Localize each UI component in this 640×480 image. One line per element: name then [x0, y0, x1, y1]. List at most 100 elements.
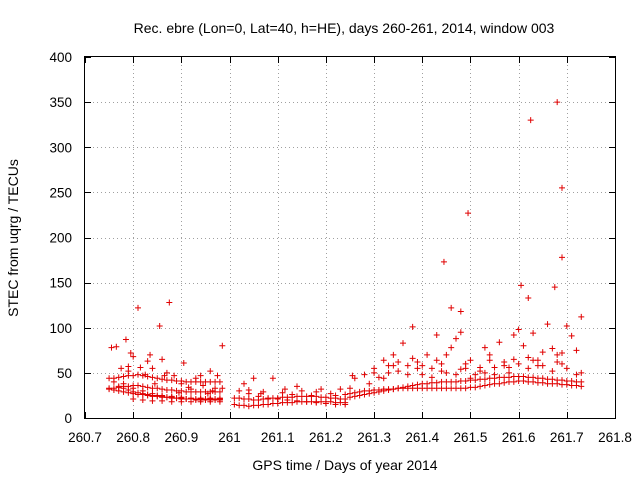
plot-frame [84, 56, 616, 419]
data-point [279, 389, 286, 396]
data-point [366, 380, 373, 387]
data-point [438, 368, 445, 375]
data-point [486, 381, 493, 388]
data-point [216, 388, 223, 395]
data-point [322, 400, 329, 407]
data-point [125, 363, 132, 370]
data-point [200, 382, 207, 389]
data-point [409, 382, 416, 389]
x-tick-label: 261.8 [598, 430, 632, 445]
data-point [127, 350, 134, 357]
data-point [168, 393, 175, 400]
data-point [453, 371, 459, 378]
y-tick-labels: 0 50 100 150 200 250 300 350 400 [49, 50, 72, 426]
data-point [313, 388, 320, 395]
data-point [515, 360, 522, 367]
data-point [178, 380, 185, 387]
data-point [149, 397, 156, 404]
data-point [481, 382, 488, 389]
data-point [115, 383, 122, 390]
data-point [236, 387, 243, 394]
data-point [395, 368, 402, 375]
data-point [568, 332, 575, 339]
axis-ticks [85, 57, 616, 419]
data-point [380, 375, 387, 382]
data-point [539, 349, 546, 356]
y-tick-label: 350 [49, 95, 72, 110]
data-point [578, 369, 585, 376]
data-point [342, 401, 349, 408]
data-point [118, 365, 125, 372]
data-point [204, 390, 211, 397]
data-point [554, 99, 561, 106]
data-point [578, 378, 585, 385]
data-point [135, 304, 141, 311]
y-tick-label: 100 [49, 321, 72, 336]
data-point [149, 374, 156, 381]
data-point [530, 330, 537, 337]
data-point [520, 373, 527, 380]
data-point [308, 392, 315, 399]
data-point [453, 335, 459, 342]
data-point [269, 375, 276, 382]
data-point [110, 387, 117, 394]
y-tick-label: 50 [57, 366, 72, 381]
data-point [559, 184, 565, 191]
data-point [175, 389, 182, 396]
data-point [440, 258, 447, 265]
data-point [207, 368, 214, 375]
data-point [573, 371, 580, 378]
data-point [257, 390, 264, 397]
data-point [525, 365, 532, 372]
data-point [115, 374, 122, 381]
data-point [491, 364, 498, 371]
data-point [144, 384, 151, 391]
data-point [332, 401, 339, 408]
gridlines [85, 57, 615, 418]
data-point [347, 394, 353, 401]
x-tick-label: 261.6 [502, 430, 536, 445]
data-point [375, 374, 382, 381]
data-point [371, 369, 378, 376]
data-point [400, 384, 406, 391]
data-point [137, 364, 144, 371]
data-point [245, 387, 252, 394]
data-point [156, 322, 163, 329]
chart-title: Rec. ebre (Lon=0, Lat=40, h=HE), days 26… [134, 20, 555, 36]
data-point [168, 377, 175, 384]
data-point [385, 362, 392, 369]
x-tick-label: 261.7 [550, 430, 584, 445]
data-point [404, 371, 411, 378]
data-point [563, 365, 570, 372]
data-point [130, 396, 137, 403]
data-point [159, 386, 166, 393]
data-point [125, 387, 132, 394]
y-tick-label: 300 [49, 140, 72, 155]
data-point [342, 391, 349, 398]
x-tick-label: 261.4 [405, 430, 439, 445]
x-tick-label: 261.5 [454, 430, 488, 445]
data-point [166, 299, 173, 306]
data-point [241, 380, 247, 387]
data-point [216, 398, 223, 405]
data-point [188, 398, 194, 405]
data-point [404, 362, 411, 369]
data-point [472, 371, 479, 378]
data-point [159, 376, 166, 383]
data-point [472, 377, 479, 384]
data-point [433, 331, 440, 338]
x-tick-label: 260.7 [68, 430, 102, 445]
data-point [322, 394, 329, 401]
data-point [491, 371, 498, 378]
data-point [467, 375, 474, 382]
data-point [294, 383, 300, 390]
data-point [481, 344, 488, 351]
data-point [332, 392, 339, 399]
data-point [337, 386, 344, 393]
data-point [559, 360, 565, 367]
data-point [250, 375, 257, 382]
data-point [559, 254, 565, 261]
data-point [219, 385, 226, 392]
data-point [414, 359, 421, 366]
data-point [559, 377, 565, 384]
